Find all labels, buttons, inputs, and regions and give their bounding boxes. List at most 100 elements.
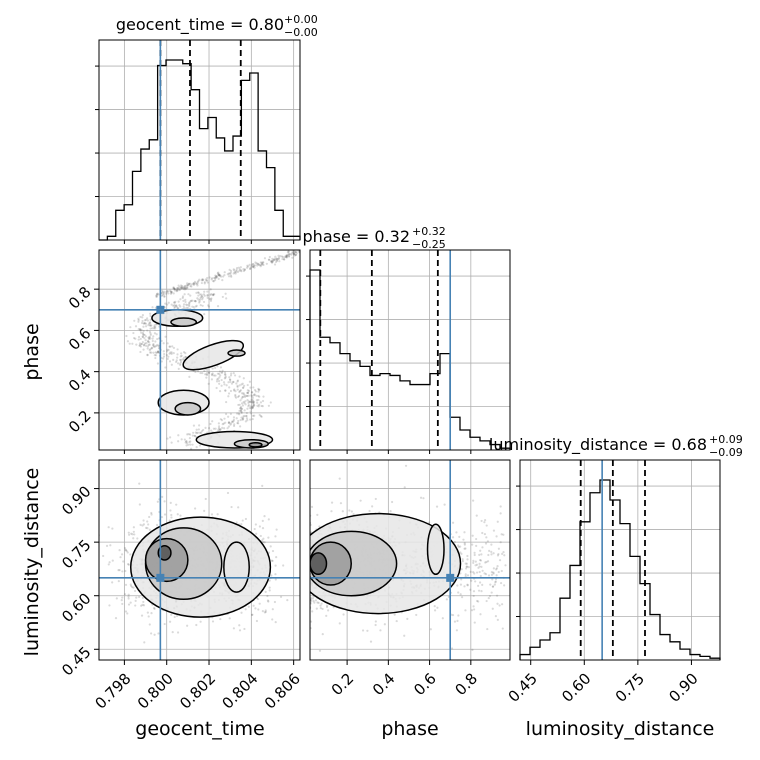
sample-point <box>205 373 208 376</box>
sample-point <box>163 513 167 516</box>
sample-point <box>173 304 176 307</box>
sample-point <box>203 281 206 284</box>
sample-point <box>221 295 224 299</box>
sample-point <box>237 403 240 407</box>
x-tick-label: 0.800 <box>134 670 177 713</box>
sample-point <box>119 556 122 559</box>
sample-point <box>152 335 155 338</box>
sample-point <box>123 593 127 596</box>
sample-point <box>281 257 284 261</box>
sample-point <box>199 371 202 375</box>
sample-point <box>164 302 167 305</box>
sample-point <box>107 563 110 566</box>
sample-point <box>268 586 271 589</box>
sample-point <box>147 340 150 343</box>
sample-point <box>170 290 173 294</box>
sample-point <box>282 564 285 567</box>
sample-point <box>286 251 289 254</box>
sample-point <box>487 553 490 557</box>
sample-point <box>251 417 254 421</box>
sample-point <box>139 337 142 341</box>
sample-point <box>478 565 481 568</box>
sample-point <box>151 327 154 330</box>
sample-point <box>221 371 224 374</box>
sample-point <box>147 523 150 526</box>
sample-point <box>139 329 142 332</box>
sample-point <box>160 294 163 297</box>
sample-point <box>181 295 185 298</box>
sample-point <box>148 335 151 338</box>
sample-point <box>206 276 209 280</box>
sample-point <box>475 514 478 517</box>
sample-point <box>492 529 496 532</box>
sample-point <box>260 261 263 264</box>
sample-point <box>181 358 184 361</box>
sample-point <box>274 573 277 576</box>
sample-point <box>224 412 228 416</box>
sample-point <box>176 631 180 634</box>
sample-point <box>153 324 156 327</box>
sample-point <box>208 297 211 301</box>
sample-point <box>139 345 142 348</box>
sample-point <box>207 305 211 308</box>
sample-point <box>241 418 244 421</box>
sample-point <box>261 519 264 522</box>
sample-point <box>162 355 166 358</box>
sample-point <box>229 422 233 425</box>
sample-point <box>241 404 245 407</box>
sample-point <box>236 421 239 425</box>
sample-point <box>173 287 176 291</box>
sample-point <box>207 371 211 374</box>
sample-point <box>185 303 188 306</box>
sample-point <box>131 533 134 536</box>
density-contour <box>170 317 198 328</box>
sample-point <box>179 284 183 287</box>
sample-point <box>214 277 217 280</box>
sample-point <box>445 598 448 601</box>
sample-point <box>466 554 469 558</box>
sample-point <box>270 559 274 562</box>
sample-point <box>271 559 274 563</box>
sample-point <box>149 351 152 354</box>
sample-point <box>188 441 191 444</box>
sample-point <box>239 399 242 402</box>
sample-point <box>225 297 228 300</box>
sample-point <box>212 293 215 297</box>
sample-point <box>212 294 215 297</box>
sample-point <box>166 357 169 361</box>
sample-point <box>190 283 194 286</box>
sample-point <box>168 345 171 348</box>
sample-point <box>247 400 250 403</box>
sample-point <box>219 366 223 369</box>
sample-point <box>211 420 214 423</box>
sample-point <box>121 596 124 599</box>
sample-point <box>222 381 226 384</box>
sample-point <box>156 362 159 365</box>
density-content <box>99 250 300 450</box>
sample-point <box>149 322 152 325</box>
sample-point <box>166 437 169 440</box>
sample-point <box>118 548 121 552</box>
sample-point <box>182 303 186 306</box>
sample-point <box>471 534 474 537</box>
sample-point <box>229 271 232 274</box>
sample-point <box>149 312 152 315</box>
sample-point <box>245 414 248 418</box>
sample-point <box>255 394 258 397</box>
sample-point <box>201 298 204 301</box>
sample-point <box>122 560 125 563</box>
sample-point <box>219 418 222 421</box>
sample-point <box>173 287 176 291</box>
sample-point <box>215 380 219 383</box>
hist-panel-geocent_time <box>99 40 301 241</box>
sample-point <box>297 250 300 253</box>
sample-point <box>210 293 213 296</box>
xlabel-geocent-time: geocent_time <box>135 718 264 740</box>
sample-point <box>132 530 135 533</box>
sample-point <box>179 298 182 301</box>
sample-point <box>201 304 204 307</box>
sample-point <box>315 607 318 610</box>
sample-point <box>218 382 221 385</box>
sample-point <box>374 620 377 623</box>
sample-point <box>246 394 249 398</box>
